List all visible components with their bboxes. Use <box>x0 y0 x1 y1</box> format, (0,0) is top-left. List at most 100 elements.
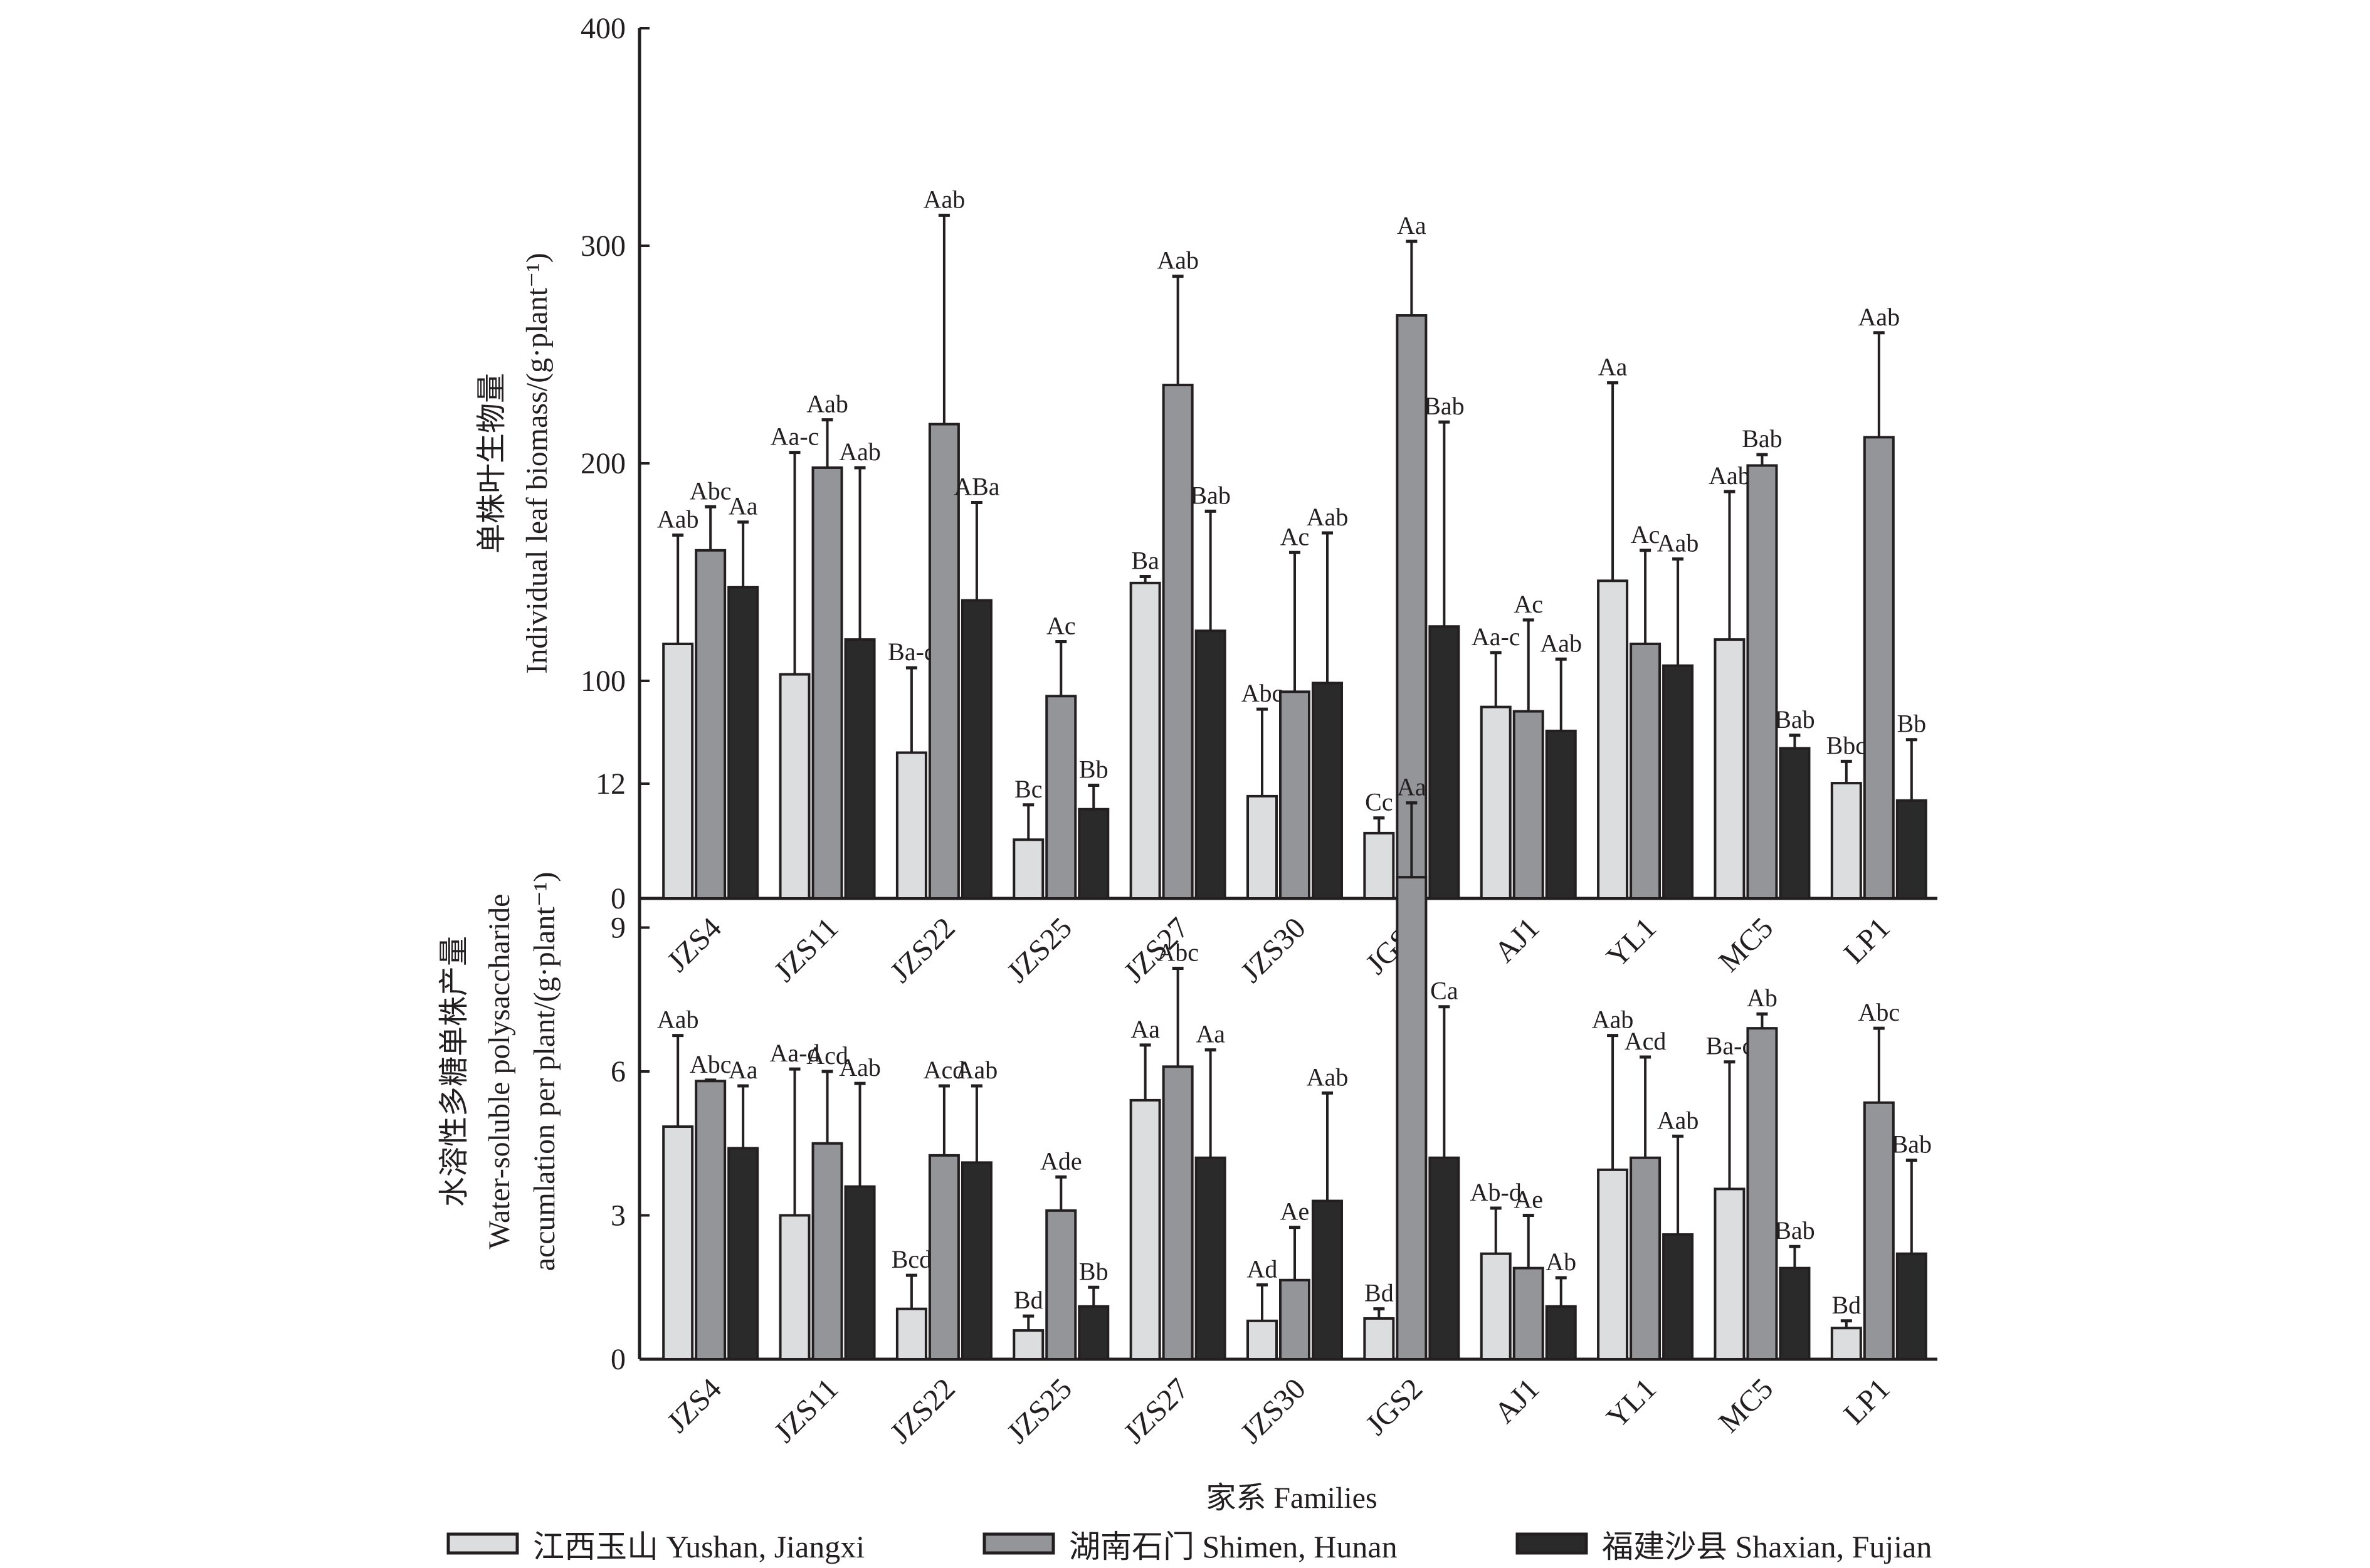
significance-label: Bc <box>1014 775 1042 803</box>
significance-label: Aab <box>1657 1106 1699 1134</box>
bar <box>1779 1266 1811 1361</box>
significance-label: Ab <box>1747 984 1778 1012</box>
x-tick-label: AJ1 <box>1488 911 1546 969</box>
bar <box>1078 808 1110 900</box>
significance-label: Acd <box>806 1041 848 1070</box>
significance-label: Ab <box>1546 1248 1576 1276</box>
y-tick-label: 200 <box>581 447 626 480</box>
bar <box>1246 794 1278 900</box>
bar <box>928 1154 960 1360</box>
bar <box>1045 1209 1077 1360</box>
x-tick-label: AJ1 <box>1488 1372 1546 1429</box>
significance-label: Ade <box>1040 1147 1082 1175</box>
significance-label: Bd <box>1014 1286 1043 1314</box>
x-axis-title: 家系 Families <box>1206 1481 1377 1515</box>
significance-label: Bb <box>1079 1257 1109 1285</box>
significance-label: Aa <box>729 492 758 520</box>
bar <box>1428 1156 1460 1360</box>
bar <box>1246 1319 1278 1361</box>
significance-label: Aab <box>924 185 966 213</box>
bar <box>1194 629 1226 900</box>
significance-label: Aab <box>1307 1063 1349 1091</box>
bar <box>1045 695 1077 900</box>
bar <box>928 423 960 900</box>
bar <box>1013 1329 1045 1361</box>
y-tick-label: 0 <box>611 1343 626 1376</box>
bar <box>1078 1305 1110 1361</box>
significance-label: Abc <box>690 1050 732 1078</box>
significance-label: Ac <box>1046 612 1076 640</box>
bar <box>1779 747 1811 900</box>
bar <box>779 673 811 900</box>
bar <box>1512 1266 1544 1361</box>
bar <box>811 466 843 900</box>
significance-label: Ba-c <box>888 638 935 666</box>
bar <box>1279 690 1310 900</box>
x-tick-label: JZS30 <box>1235 1372 1312 1450</box>
bar <box>1746 464 1778 900</box>
significance-label: Bab <box>1774 705 1814 734</box>
significance-label: Ac <box>1631 520 1660 549</box>
significance-label: Bd <box>1364 1279 1394 1307</box>
bar <box>1396 876 1428 1361</box>
significance-label: Ab-d <box>1470 1178 1522 1206</box>
significance-label: Bb <box>1897 710 1926 738</box>
x-tick-label: JZS11 <box>767 911 845 988</box>
bar <box>895 1307 927 1361</box>
bar <box>1662 1233 1694 1360</box>
significance-label: Aab <box>1540 629 1582 657</box>
x-tick-label: JZS11 <box>767 1372 845 1449</box>
y-axis-title: Water-soluble polysaccharide <box>483 894 516 1250</box>
bar <box>1714 1187 1746 1361</box>
bar <box>1746 1027 1778 1360</box>
bar <box>1863 436 1895 900</box>
x-tick-label: JZS4 <box>661 1372 728 1439</box>
bar <box>1363 1317 1395 1361</box>
significance-label: Ae <box>1280 1197 1310 1226</box>
bar <box>961 1161 993 1360</box>
y-tick-label: 9 <box>611 912 626 945</box>
significance-label: Ad <box>1247 1255 1278 1283</box>
bar <box>811 1142 843 1360</box>
bar <box>844 638 876 900</box>
y-axis-title-line2: accumlation per plant/(g·plant⁻¹) <box>528 872 561 1271</box>
bar <box>695 549 727 900</box>
leaf-biomass-panel: 0 100 200 300 400 单株叶生物量 Individual leaf bioma… <box>475 12 1937 989</box>
significance-label: Bcd <box>892 1245 932 1273</box>
significance-label: Aa <box>1598 353 1628 381</box>
significance-label: Aab <box>1592 1006 1634 1034</box>
significance-label: Aa <box>729 1056 758 1084</box>
significance-label: Cc <box>1365 788 1393 816</box>
significance-label: Aa-c <box>1472 623 1520 651</box>
significance-label: Aab <box>1157 246 1199 275</box>
legend-label: 江西玉山 Yushan, Jiangxi <box>533 1529 865 1564</box>
bar <box>1512 710 1544 900</box>
significance-label: Bab <box>1774 1216 1814 1244</box>
bar <box>1895 1252 1927 1360</box>
x-tick-label: YL1 <box>1600 1372 1663 1434</box>
y-tick-label: 12 <box>596 767 626 801</box>
bar <box>1312 1199 1343 1361</box>
significance-label: Aa-c <box>771 423 819 451</box>
significance-label: Aa-d <box>770 1039 820 1067</box>
x-tick-label: JZS4 <box>661 911 728 978</box>
significance-label: Aab <box>839 438 881 466</box>
x-tick-label: LP1 <box>1838 911 1897 970</box>
significance-label: Bab <box>1190 481 1230 509</box>
legend-swatch <box>982 1532 1055 1555</box>
bar <box>1129 1098 1161 1361</box>
bar <box>1597 579 1629 900</box>
significance-label: Ae <box>1514 1186 1543 1214</box>
bar <box>1662 664 1694 900</box>
significance-label: Aa <box>1196 1020 1225 1048</box>
bar <box>1162 1065 1194 1360</box>
legend-label: 湖南石门 Shimen, Hunan <box>1069 1529 1398 1564</box>
y-tick-label: 300 <box>581 229 626 263</box>
bar <box>1312 681 1343 900</box>
significance-label: Aab <box>806 390 848 418</box>
significance-label: Aab <box>657 1006 699 1034</box>
bar <box>1714 638 1746 900</box>
significance-label: Acd <box>924 1056 966 1084</box>
significance-label: Ba-c <box>1706 1032 1754 1060</box>
